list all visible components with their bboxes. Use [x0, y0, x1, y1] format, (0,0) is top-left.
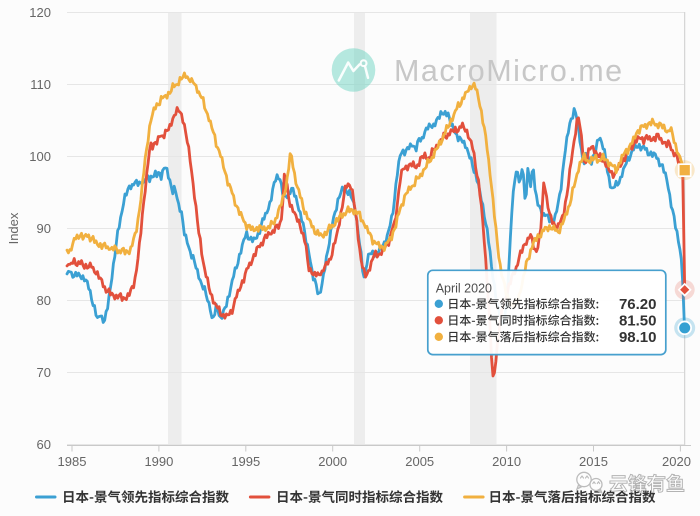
svg-text:2005: 2005	[405, 454, 434, 469]
svg-text:MacroMicro.me: MacroMicro.me	[394, 54, 624, 88]
svg-text:98.10: 98.10	[619, 329, 657, 346]
svg-text:81.50: 81.50	[619, 313, 657, 330]
svg-text:60: 60	[37, 437, 51, 452]
svg-text:2015: 2015	[579, 454, 608, 469]
svg-text:76.20: 76.20	[619, 296, 657, 313]
svg-text:1995: 1995	[231, 454, 260, 469]
svg-text:110: 110	[30, 77, 51, 92]
svg-text:Index: Index	[6, 212, 21, 244]
svg-text:April 2020: April 2020	[436, 281, 492, 295]
svg-text:100: 100	[29, 149, 51, 164]
svg-text:2010: 2010	[492, 454, 521, 469]
svg-text:70: 70	[37, 365, 51, 380]
svg-text:80: 80	[37, 293, 51, 308]
svg-text:1985: 1985	[58, 454, 87, 469]
svg-text:2020: 2020	[662, 454, 691, 469]
svg-text:120: 120	[29, 5, 51, 20]
svg-text:1990: 1990	[144, 454, 173, 469]
svg-text:90: 90	[37, 221, 51, 236]
svg-text:2000: 2000	[318, 454, 347, 469]
